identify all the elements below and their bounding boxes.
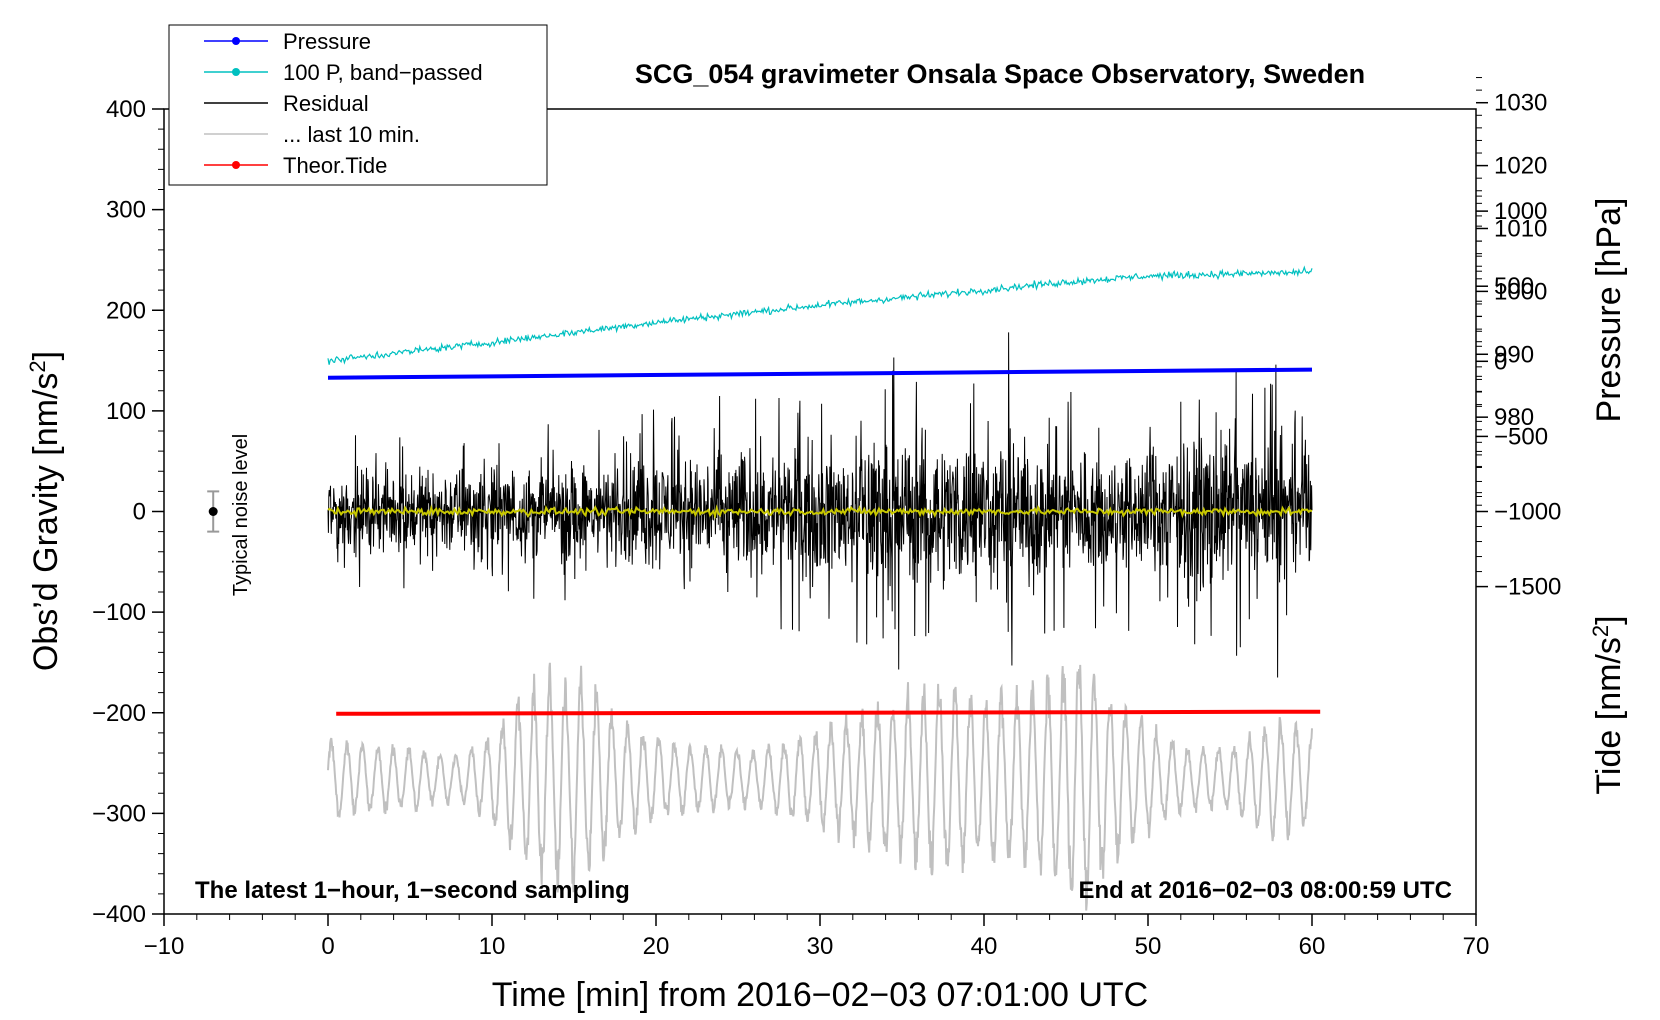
y-tick-label: 0 (133, 499, 146, 526)
legend-box (168, 24, 548, 186)
y-axis-title-tide: Tide [nm/s2] (1588, 615, 1628, 794)
x-tick-label: 20 (643, 933, 670, 960)
y-axis-title-tide-suffix: ] (1590, 615, 1628, 624)
annotation-sampling: The latest 1−hour, 1−second sampling (195, 877, 630, 904)
y-axis-title-tide-prefix: Tide [nm/s (1590, 637, 1628, 794)
tide-tick-label: −1500 (1494, 574, 1561, 601)
pressure-tick-label: 1030 (1494, 90, 1547, 117)
legend: Pressure 100 P, band−passed Residual ... la… (168, 24, 548, 186)
x-tick-label: 50 (1135, 933, 1162, 960)
x-tick-label: 0 (321, 933, 334, 960)
x-tick-label: −10 (144, 933, 185, 960)
tide-tick-label: 1000 (1494, 198, 1547, 225)
series-layer (327, 265, 1321, 911)
y-tick-label: 400 (106, 96, 146, 123)
series-theoretical-tide (336, 709, 1321, 716)
x-tick-label: 30 (807, 933, 834, 960)
y-axis-title-left-suffix: ] (27, 351, 65, 360)
legend-label: Theor.Tide (283, 153, 387, 178)
legend-label: Residual (283, 91, 369, 116)
noise-bar-point (208, 507, 218, 516)
y-axis-title-tide-sup: 2 (1588, 625, 1613, 637)
legend-marker (232, 37, 240, 45)
y-tick-label: 100 (106, 398, 146, 425)
tide-tick-label: 0 (1494, 348, 1507, 375)
y-axis-title-pressure: Pressure [hPa] (1590, 198, 1628, 423)
x-tick-label: 40 (971, 933, 998, 960)
y-axis-ticks: −400 −300 −200 −100 0 100 200 300 400 (92, 96, 164, 928)
pressure-tick-label: 1000 (1494, 278, 1547, 305)
y-tick-label: −200 (92, 700, 146, 727)
y-tick-label: 200 (106, 297, 146, 324)
noise-bar (207, 490, 220, 533)
y-tick-label: −300 (92, 800, 146, 827)
x-tick-label: 70 (1463, 933, 1490, 960)
legend-label: 100 P, band−passed (283, 60, 483, 85)
tide-tick-label: −500 (1494, 423, 1548, 450)
legend-marker (232, 68, 240, 76)
legend-label: Pressure (283, 29, 371, 54)
y-tick-label: −100 (92, 599, 146, 626)
pressure-tick-label: 1020 (1494, 153, 1547, 180)
series-residual (327, 332, 1313, 678)
pressure-tick-label: 1010 (1494, 215, 1547, 242)
x-axis-title: Time [min] from 2016−02−03 07:01:00 UTC (492, 976, 1148, 1014)
noise-level-label: Typical noise level (230, 434, 252, 596)
y-tick-label: −400 (92, 901, 146, 928)
tide-tick-label: −1000 (1494, 499, 1561, 526)
series-residual-smoothed (327, 504, 1313, 520)
pressure-tick-label: 990 (1494, 341, 1534, 368)
pressure-tick-label: 980 (1494, 404, 1534, 431)
y-axis-title-left-sup: 2 (25, 360, 50, 372)
series-pressure (327, 367, 1313, 380)
x-tick-label: 60 (1299, 933, 1326, 960)
chart-title: SCG_054 gravimeter Onsala Space Observat… (635, 59, 1365, 89)
legend-marker (232, 161, 240, 169)
y-axis-title-left-prefix: Obs’d Gravity [nm/s (27, 373, 65, 672)
series-pressure-bandpassed (327, 265, 1313, 365)
series-last-10-min (327, 662, 1313, 911)
y-tick-label: 300 (106, 197, 146, 224)
annotation-end-time: End at 2016−02−03 08:00:59 UTC (1078, 877, 1452, 904)
x-axis-ticks: −10 0 10 20 30 40 50 60 70 (144, 914, 1490, 960)
x-tick-label: 10 (479, 933, 506, 960)
legend-label: ... last 10 min. (283, 122, 420, 147)
tide-tick-label: 500 (1494, 273, 1534, 300)
y-axis-title-left: Obs’d Gravity [nm/s2] (25, 351, 65, 671)
